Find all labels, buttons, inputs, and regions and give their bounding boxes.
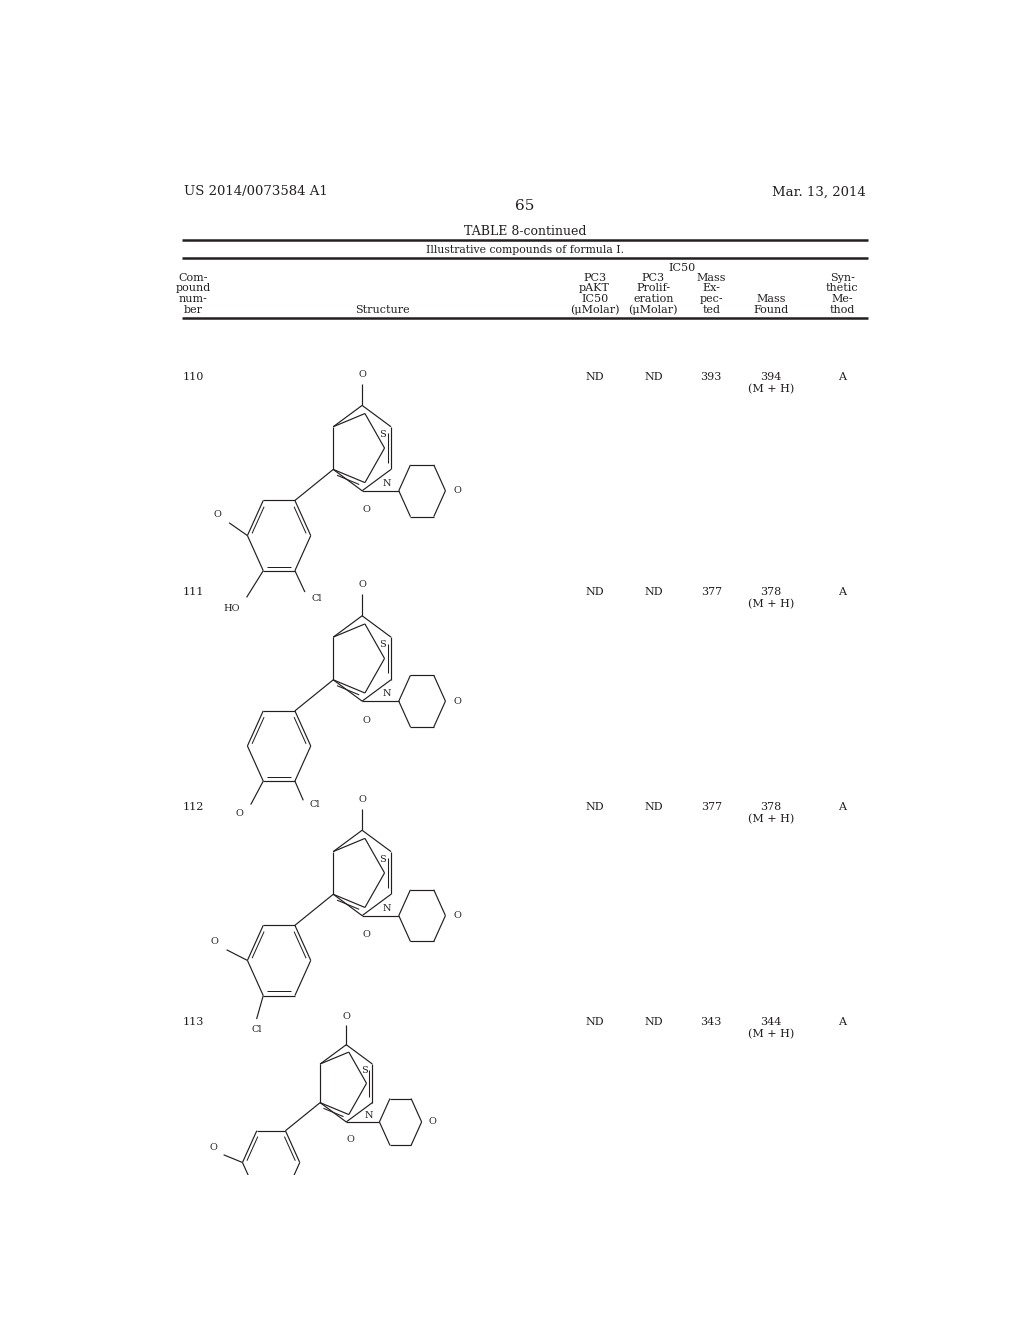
Text: thod: thod bbox=[829, 305, 855, 315]
Text: eration: eration bbox=[633, 293, 674, 304]
Text: 378
(M + H): 378 (M + H) bbox=[748, 587, 794, 610]
Text: 377: 377 bbox=[700, 801, 722, 812]
Text: ND: ND bbox=[644, 801, 663, 812]
Text: num-: num- bbox=[178, 293, 208, 304]
Text: O: O bbox=[454, 697, 461, 706]
Text: TABLE 8-continued: TABLE 8-continued bbox=[464, 226, 586, 238]
Text: O: O bbox=[211, 937, 219, 945]
Text: O: O bbox=[346, 1135, 354, 1144]
Text: N: N bbox=[383, 689, 391, 698]
Text: A: A bbox=[839, 1018, 846, 1027]
Text: O: O bbox=[236, 809, 243, 817]
Text: 378
(M + H): 378 (M + H) bbox=[748, 801, 794, 824]
Text: N: N bbox=[383, 904, 391, 912]
Text: Cl: Cl bbox=[251, 1026, 262, 1034]
Text: N: N bbox=[383, 479, 391, 488]
Text: IC50: IC50 bbox=[581, 293, 608, 304]
Text: 377: 377 bbox=[700, 587, 722, 598]
Text: (μMolar): (μMolar) bbox=[570, 305, 620, 315]
Text: ber: ber bbox=[183, 305, 203, 315]
Text: O: O bbox=[358, 795, 366, 804]
Text: 112: 112 bbox=[182, 801, 204, 812]
Text: S: S bbox=[360, 1067, 368, 1076]
Text: 393: 393 bbox=[700, 372, 722, 381]
Text: Mass: Mass bbox=[696, 273, 726, 284]
Text: S: S bbox=[379, 430, 385, 438]
Text: pAKT: pAKT bbox=[580, 284, 610, 293]
Text: Mar. 13, 2014: Mar. 13, 2014 bbox=[772, 185, 866, 198]
Text: O: O bbox=[362, 931, 370, 940]
Text: Me-: Me- bbox=[831, 293, 853, 304]
Text: thetic: thetic bbox=[826, 284, 858, 293]
Text: Ex-: Ex- bbox=[702, 284, 720, 293]
Text: 394
(M + H): 394 (M + H) bbox=[748, 372, 794, 393]
Text: Found: Found bbox=[754, 305, 788, 315]
Text: pound: pound bbox=[175, 284, 211, 293]
Text: 113: 113 bbox=[182, 1018, 204, 1027]
Text: HO: HO bbox=[223, 603, 240, 612]
Text: Structure: Structure bbox=[354, 305, 410, 315]
Text: O: O bbox=[209, 1143, 217, 1151]
Text: O: O bbox=[342, 1012, 350, 1022]
Text: O: O bbox=[362, 506, 370, 515]
Text: A: A bbox=[839, 372, 846, 381]
Text: O: O bbox=[358, 581, 366, 589]
Text: 111: 111 bbox=[182, 587, 204, 598]
Text: (μMolar): (μMolar) bbox=[629, 305, 678, 315]
Text: O: O bbox=[358, 370, 366, 379]
Text: A: A bbox=[839, 587, 846, 598]
Text: ted: ted bbox=[702, 305, 720, 315]
Text: ND: ND bbox=[586, 372, 604, 381]
Text: Syn-: Syn- bbox=[829, 273, 855, 284]
Text: 65: 65 bbox=[515, 199, 535, 213]
Text: PC3: PC3 bbox=[583, 273, 606, 284]
Text: pec-: pec- bbox=[699, 293, 723, 304]
Text: Illustrative compounds of formula I.: Illustrative compounds of formula I. bbox=[426, 246, 624, 255]
Text: O: O bbox=[428, 1118, 436, 1126]
Text: 110: 110 bbox=[182, 372, 204, 381]
Text: PC3: PC3 bbox=[642, 273, 665, 284]
Text: O: O bbox=[213, 510, 221, 519]
Text: ND: ND bbox=[644, 1018, 663, 1027]
Text: O: O bbox=[454, 486, 461, 495]
Text: ND: ND bbox=[586, 1018, 604, 1027]
Text: Cl: Cl bbox=[309, 800, 321, 809]
Text: IC50: IC50 bbox=[669, 263, 695, 273]
Text: S: S bbox=[379, 640, 385, 649]
Text: Cl: Cl bbox=[311, 594, 322, 603]
Text: US 2014/0073584 A1: US 2014/0073584 A1 bbox=[183, 185, 328, 198]
Text: 344
(M + H): 344 (M + H) bbox=[748, 1018, 794, 1039]
Text: ND: ND bbox=[644, 587, 663, 598]
Text: O: O bbox=[362, 715, 370, 725]
Text: S: S bbox=[379, 854, 385, 863]
Text: 343: 343 bbox=[700, 1018, 722, 1027]
Text: Mass: Mass bbox=[756, 293, 785, 304]
Text: ND: ND bbox=[586, 587, 604, 598]
Text: ND: ND bbox=[586, 801, 604, 812]
Text: N: N bbox=[365, 1110, 373, 1119]
Text: Prolif-: Prolif- bbox=[636, 284, 671, 293]
Text: A: A bbox=[839, 801, 846, 812]
Text: O: O bbox=[454, 911, 461, 920]
Text: Com-: Com- bbox=[178, 273, 208, 284]
Text: ND: ND bbox=[644, 372, 663, 381]
